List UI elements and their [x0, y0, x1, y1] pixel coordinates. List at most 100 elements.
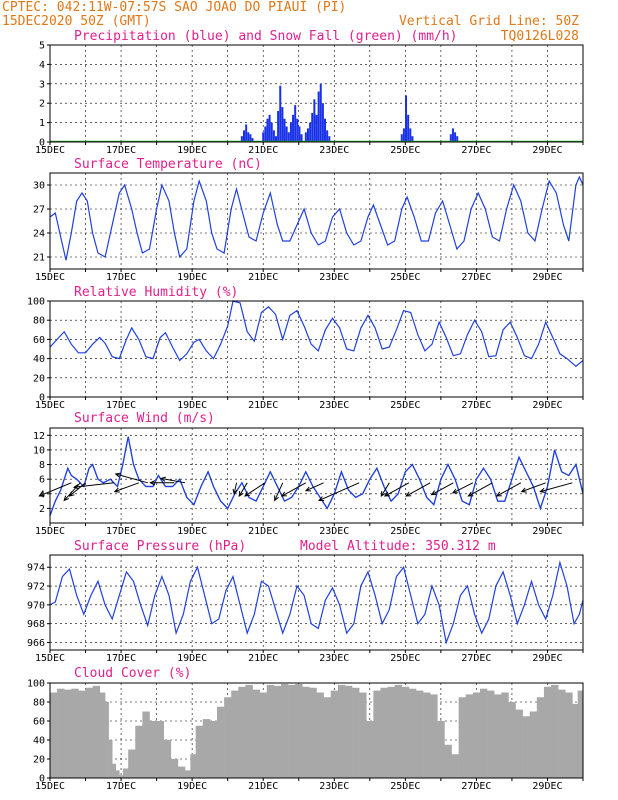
- cloud-bar: [515, 709, 523, 778]
- precip-bar: [243, 130, 246, 142]
- precip-bar: [268, 114, 271, 142]
- wind-vector: [160, 477, 186, 484]
- cloud-bar: [330, 690, 339, 778]
- cloud-bar: [501, 692, 509, 778]
- x-tick-label: 25DEC: [390, 653, 420, 664]
- wind-vector-head: [113, 487, 120, 493]
- temp-title: Surface Temperature (nC): [74, 157, 262, 172]
- wind-vector-head: [318, 496, 325, 502]
- precip-bar: [249, 134, 252, 142]
- x-tick-label: 25DEC: [390, 781, 420, 792]
- precip-bar: [324, 118, 327, 142]
- y-tick-label: 0: [39, 138, 45, 149]
- cloud-bar: [359, 692, 367, 778]
- cloud-bar: [458, 697, 467, 778]
- pres-title: Surface Pressure (hPa): [74, 539, 246, 554]
- precip-bar: [315, 114, 318, 142]
- x-tick-label: 27DEC: [461, 272, 491, 283]
- panel-2: 21 24 27 30 15DEC 17DEC 19DEC 21DEC 23DEC 25DEC 27…: [33, 172, 584, 283]
- precip-bar: [294, 105, 297, 142]
- x-tick-label: 21DEC: [248, 781, 278, 792]
- cloud-bar: [577, 690, 584, 778]
- precip-bar: [319, 83, 322, 142]
- x-tick-label: 15DEC: [35, 653, 65, 664]
- x-tick-label: 21DEC: [248, 400, 278, 411]
- x-tick-label: 21DEC: [248, 272, 278, 283]
- x-tick-label: 29DEC: [532, 400, 562, 411]
- x-tick-label: 19DEC: [177, 145, 207, 156]
- precip-bar: [283, 118, 286, 142]
- cloud-bar: [156, 721, 165, 778]
- wind-vector-head: [68, 491, 75, 497]
- x-tick-label: 23DEC: [319, 145, 349, 156]
- wind-vector-head: [405, 491, 412, 497]
- cloud-bar: [122, 768, 129, 778]
- precip-bar: [289, 122, 292, 142]
- x-tick-label: 19DEC: [177, 272, 207, 283]
- cloud-bar: [190, 754, 196, 778]
- wind-title: Surface Wind (m/s): [74, 411, 215, 426]
- cloud-bar: [366, 721, 374, 778]
- y-tick-label: 0: [39, 393, 45, 404]
- cloud-bar: [373, 690, 381, 778]
- precip-bar: [400, 134, 403, 142]
- precip-bar: [274, 136, 277, 142]
- precip-bar: [311, 112, 314, 142]
- wind-vector: [114, 482, 140, 493]
- x-tick-label: 23DEC: [319, 400, 349, 411]
- cloud-bar: [337, 684, 346, 778]
- precip-bar: [287, 132, 290, 142]
- panel-4: 2 4 6 8 10 12 15DEC 17DEC 19DEC 21DEC 23DEC 25DEC 27…: [33, 427, 584, 537]
- panel-6: 0 20 40 60 80 100 15DEC 17DEC 19DEC 21DEC 23DEC 25D…: [27, 679, 584, 792]
- precip-bar: [240, 136, 243, 142]
- precip-bar: [411, 136, 414, 142]
- y-tick-label: 8: [39, 460, 45, 471]
- cloud-bar: [112, 763, 117, 778]
- cloud-bar: [529, 711, 538, 778]
- cloud-bar: [430, 694, 438, 778]
- y-tick-label: 2: [39, 99, 45, 110]
- cloud-bar: [465, 694, 474, 778]
- header-grid-line: Vertical Grid Line: 50Z: [399, 14, 579, 29]
- wind-vector-head: [38, 491, 45, 497]
- cloud-bar: [195, 725, 204, 778]
- wind-vector: [244, 482, 266, 497]
- cloud-bar: [170, 759, 179, 778]
- precip-bar: [266, 118, 269, 142]
- precip-bar: [407, 114, 410, 142]
- series-line: [49, 175, 584, 261]
- wind-vector: [233, 482, 238, 494]
- x-tick-label: 25DEC: [390, 272, 420, 283]
- model-altitude: Model Altitude: 350.312 m: [300, 539, 496, 554]
- cloud-bar: [288, 684, 296, 778]
- x-tick-label: 23DEC: [319, 526, 349, 537]
- header-location: CPTEC: 042:11W-07:57S SAO JOAO DO PIAUI …: [2, 0, 346, 15]
- wind-vector-head: [380, 490, 386, 497]
- cloud-bar: [472, 692, 481, 778]
- wind-vector: [73, 482, 115, 488]
- precip-bar: [292, 114, 295, 142]
- x-tick-label: 19DEC: [177, 653, 207, 664]
- x-tick-label: 19DEC: [177, 526, 207, 537]
- cloud-bar: [295, 683, 303, 778]
- cloud-bar: [344, 685, 353, 778]
- wind-vector: [405, 482, 431, 497]
- x-tick-label: 27DEC: [461, 526, 491, 537]
- x-tick-label: 17DEC: [106, 272, 136, 283]
- cloud-bar: [231, 690, 239, 778]
- cloud-bar: [209, 721, 218, 778]
- precip-bar: [313, 99, 316, 142]
- y-tick-label: 1: [39, 118, 45, 129]
- y-tick-label: 80: [33, 698, 45, 709]
- wind-vector: [540, 482, 573, 493]
- cloud-bar: [202, 719, 211, 778]
- x-tick-label: 29DEC: [532, 145, 562, 156]
- cloud-bar: [64, 689, 72, 778]
- precip-bar: [270, 122, 273, 142]
- precip-bar: [306, 128, 309, 142]
- precip-bar: [449, 134, 452, 142]
- cloud-bar: [302, 686, 310, 778]
- cloud-bar: [352, 687, 360, 778]
- wind-vector: [468, 482, 493, 497]
- y-tick-label: 27: [33, 205, 45, 216]
